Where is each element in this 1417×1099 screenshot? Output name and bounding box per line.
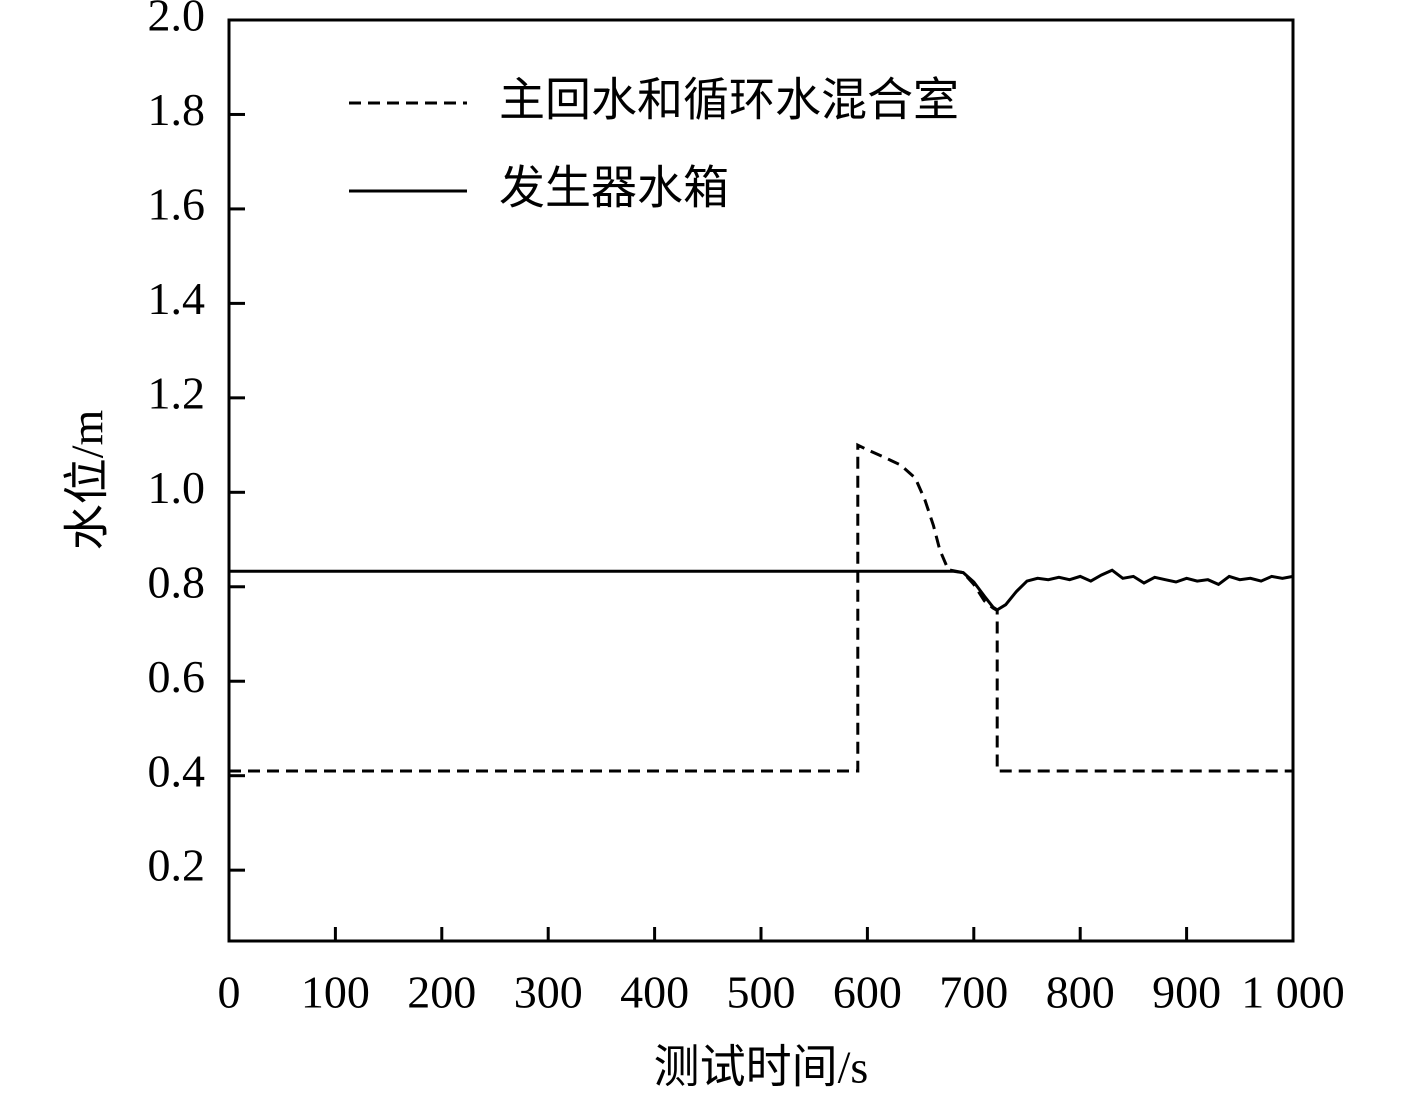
x-tick-label: 800 [1046, 967, 1115, 1018]
y-tick-label: 2.0 [148, 0, 206, 41]
y-tick-label: 0.6 [148, 651, 206, 702]
x-tick-label: 200 [407, 967, 476, 1018]
x-tick-label: 500 [727, 967, 796, 1018]
y-axis-label: 水位/m [62, 410, 113, 551]
series-line [229, 568, 1294, 612]
x-tick-label: 600 [833, 967, 902, 1018]
y-tick-label: 1.6 [148, 178, 206, 229]
y-tick-label: 0.4 [148, 745, 206, 796]
x-axis-label: 测试时间/s [654, 1042, 869, 1093]
legend-label: 主回水和循环水混合室 [499, 75, 959, 126]
y-tick-label: 0.8 [148, 556, 206, 607]
x-tick-label: 300 [514, 967, 583, 1018]
y-tick-label: 1.8 [148, 84, 206, 135]
series-line [229, 442, 1293, 773]
plot-frame [227, 18, 1295, 943]
y-tick-label: 1.0 [148, 462, 206, 513]
y-tick-label: 1.4 [148, 273, 206, 324]
y-tick-label: 1.2 [148, 367, 206, 418]
x-tick-label: 0 [218, 967, 241, 1018]
x-tick-label: 100 [301, 967, 370, 1018]
x-tick-label: 1 000 [1241, 967, 1345, 1018]
x-tick-label: 400 [620, 967, 689, 1018]
y-tick-label: 0.2 [148, 840, 206, 891]
x-tick-label: 900 [1152, 967, 1221, 1018]
x-tick-label: 700 [939, 967, 1008, 1018]
legend-label: 发生器水箱 [499, 163, 729, 214]
